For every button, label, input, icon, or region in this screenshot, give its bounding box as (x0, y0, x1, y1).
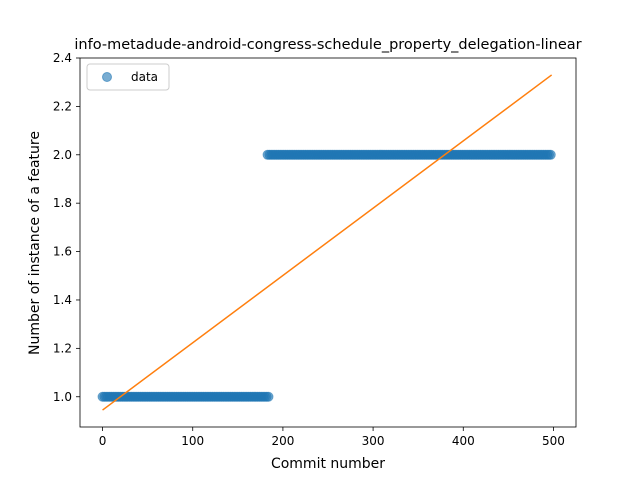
legend-marker-data (102, 72, 112, 82)
y-tick-label: 2.4 (53, 51, 72, 65)
series-data (97, 149, 556, 402)
y-tick-label: 1.8 (53, 196, 72, 210)
y-tick-label: 1.4 (53, 293, 72, 307)
legend-label-data: data (131, 70, 158, 84)
legend: data (86, 63, 170, 91)
chart-title: info-metadude-android-congress-schedule_… (74, 37, 581, 53)
fit-line (102, 74, 553, 411)
y-axis-label: Number of instance of a feature (27, 131, 43, 355)
data-point (545, 149, 556, 160)
x-tick-label: 0 (99, 434, 107, 448)
x-axis-label: Commit number (271, 456, 385, 472)
axes-frame (79, 57, 577, 428)
plot-area (97, 74, 556, 411)
legend-box (86, 63, 170, 91)
y-tick-label: 1.2 (53, 341, 72, 355)
y-tick-label: 1.0 (53, 390, 72, 404)
y-tick-label: 1.6 (53, 245, 72, 259)
axes: 0 100 200 300 400 500 1.0 1.2 1.4 1.6 1.8 2.0 2.2 2.4 (53, 51, 577, 448)
x-tick-label: 300 (362, 434, 385, 448)
x-tick-label: 100 (181, 434, 204, 448)
data-point (263, 391, 274, 402)
x-tick-label: 500 (542, 434, 565, 448)
y-tick-label: 2.0 (53, 148, 72, 162)
x-tick-label: 200 (271, 434, 294, 448)
x-tick-label: 400 (452, 434, 475, 448)
y-tick-label: 2.2 (53, 99, 72, 113)
